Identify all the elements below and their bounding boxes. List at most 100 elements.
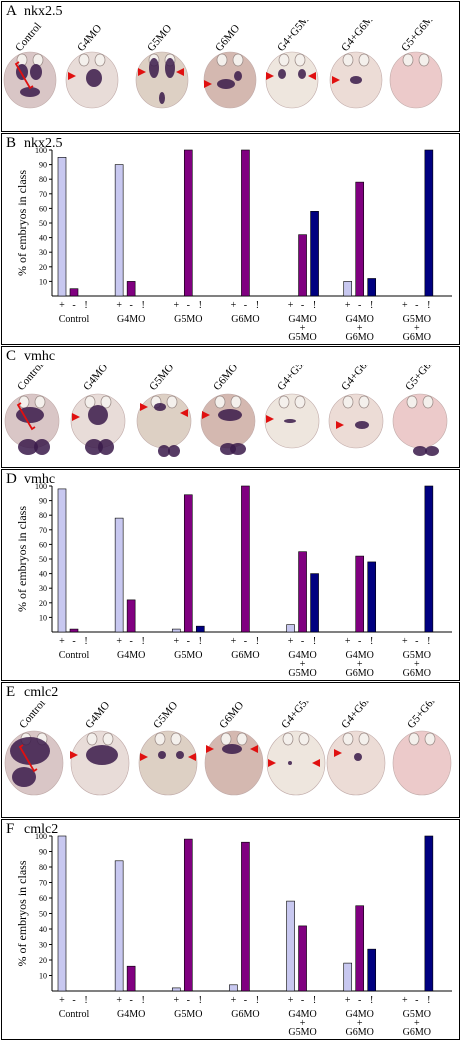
panel-gene: nkx2.5 xyxy=(24,136,63,151)
class-symbol: ! xyxy=(199,636,202,647)
class-symbol: + xyxy=(345,995,351,1006)
embryo-image xyxy=(392,730,452,796)
class-symbol: + xyxy=(402,995,408,1006)
stain-mark xyxy=(278,69,286,79)
bar xyxy=(355,905,365,992)
arrowhead-icon xyxy=(176,68,184,76)
y-tick-label: 60 xyxy=(39,540,47,549)
class-symbol: - xyxy=(244,300,247,311)
class-symbol: ! xyxy=(199,995,202,1006)
stain-mark xyxy=(88,405,108,425)
panel-letter: F xyxy=(6,821,15,837)
class-symbol: + xyxy=(231,995,237,1006)
image-label: G4MO xyxy=(81,365,110,393)
panel-gene: cmlc2 xyxy=(24,822,59,837)
y-tick-label: 10 xyxy=(39,277,47,286)
class-symbol: - xyxy=(187,995,190,1006)
category-label: G5MO xyxy=(403,650,431,661)
class-symbol: ! xyxy=(370,995,373,1006)
stain-mark xyxy=(298,69,306,79)
y-tick-label: 80 xyxy=(39,511,47,520)
panel-letter: C xyxy=(6,348,17,364)
embryo-image xyxy=(136,393,192,457)
embryo-image xyxy=(70,730,130,796)
category-label: G6MO xyxy=(346,1027,374,1038)
arrowhead-icon xyxy=(206,745,214,753)
embryo-image xyxy=(204,730,264,796)
image-label: G6MO xyxy=(213,22,242,54)
category-label: G6MO xyxy=(346,332,374,343)
y-tick-label: 40 xyxy=(39,925,47,934)
panel-gene: cmlc2 xyxy=(24,685,59,700)
bar xyxy=(424,835,434,992)
class-symbol: ! xyxy=(370,636,373,647)
stain-mark xyxy=(158,751,166,759)
y-tick-label: 50 xyxy=(39,910,47,919)
class-symbol: + xyxy=(59,995,65,1006)
class-symbol: - xyxy=(129,636,132,647)
embryo-image xyxy=(3,51,57,109)
arrowhead-icon xyxy=(268,759,276,767)
y-tick-label: 50 xyxy=(39,555,47,564)
y-axis-label: % of embryos in class xyxy=(15,860,29,966)
stain-mark xyxy=(86,69,102,87)
bar xyxy=(367,278,377,297)
stain-mark xyxy=(12,767,36,787)
bar xyxy=(310,211,319,297)
y-tick-label: 60 xyxy=(39,894,47,903)
bar xyxy=(183,494,193,633)
category-label: G4MO xyxy=(288,1009,316,1020)
y-tick-label: 20 xyxy=(39,263,47,272)
stain-mark xyxy=(217,79,235,89)
class-symbol: + xyxy=(345,636,351,647)
class-symbol: - xyxy=(415,636,418,647)
image-label: G4+G5MO xyxy=(275,365,317,393)
stain-mark xyxy=(159,92,165,104)
bracket-icon xyxy=(18,744,38,773)
category-label: G5MO xyxy=(288,1027,316,1038)
bar xyxy=(241,149,250,297)
panel-b: B nkx2.5 10 20 30 40 50 60 70 80 90 100 % of embry… xyxy=(1,133,460,345)
class-symbol: - xyxy=(129,995,132,1006)
bar xyxy=(343,281,353,297)
embryo-image xyxy=(328,393,384,449)
arrowhead-icon xyxy=(70,751,78,759)
class-symbol: + xyxy=(402,636,408,647)
y-tick-label: 20 xyxy=(39,599,47,608)
class-symbol: ! xyxy=(141,995,144,1006)
class-symbol: + xyxy=(231,300,237,311)
bar xyxy=(286,624,295,633)
stain-mark xyxy=(98,439,114,455)
arrowhead-icon xyxy=(140,753,148,761)
class-symbol: - xyxy=(72,995,75,1006)
bar xyxy=(57,835,67,992)
stain-mark xyxy=(85,439,103,455)
image-label: G5+G6MO xyxy=(403,365,445,393)
class-symbol: ! xyxy=(141,636,144,647)
stain-mark xyxy=(149,58,159,78)
category-label: G4MO xyxy=(288,650,316,661)
class-symbol: ! xyxy=(256,300,259,311)
embryo-image xyxy=(4,730,64,796)
class-symbol: - xyxy=(301,636,304,647)
embryo-images: Control G4MO G5MO G6MO G4+G5MO G4+G6MO G5+G6MO xyxy=(4,701,452,796)
class-symbol: + xyxy=(345,300,351,311)
embryo-image xyxy=(200,393,256,455)
panel-e: E cmlc2 Control G4MO G5MO G6MO G4+G5MO G4+G6M… xyxy=(1,682,460,818)
bar xyxy=(241,841,250,992)
panel-a: A nkx2.5 Control G4MO G5MO G6MO G4+G5MO G4+G6… xyxy=(1,1,460,132)
embryo-image xyxy=(389,51,443,109)
class-symbol: + xyxy=(173,995,179,1006)
stain-mark xyxy=(16,407,44,423)
bar-chart: 10 20 30 40 50 60 70 80 90 100 % of embryos in cla… xyxy=(15,146,452,343)
y-axis-label: % of embryos in class xyxy=(15,170,29,276)
category-label: G4MO xyxy=(117,314,145,325)
class-symbol: - xyxy=(187,636,190,647)
embryo-image xyxy=(203,51,257,109)
class-symbol: ! xyxy=(313,995,316,1006)
bar xyxy=(229,984,238,992)
embryo-image-row: Control G4MO G5MO G6MO G4+G5MO G4+G6MO G5+G6MO xyxy=(2,365,459,467)
image-label: G5MO xyxy=(151,701,180,731)
category-plus: + xyxy=(300,1018,306,1029)
arrowhead-icon xyxy=(180,409,188,417)
